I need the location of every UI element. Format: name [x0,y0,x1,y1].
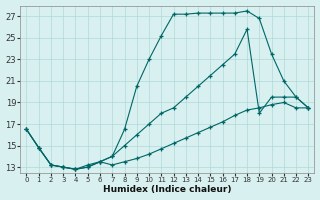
X-axis label: Humidex (Indice chaleur): Humidex (Indice chaleur) [103,185,232,194]
